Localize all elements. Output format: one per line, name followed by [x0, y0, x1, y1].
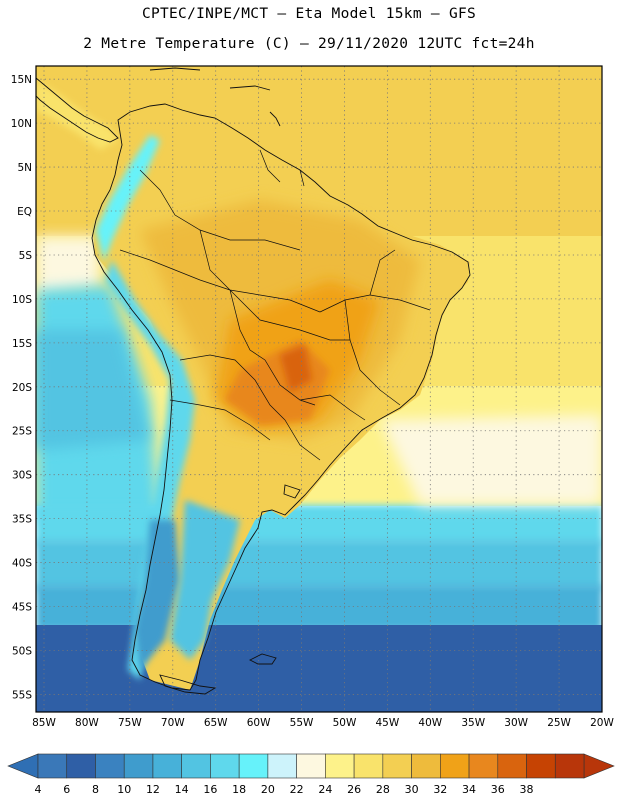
andes-north-cool	[96, 135, 160, 262]
colorbar-swatch	[238, 753, 269, 779]
lagoa-dos-patos	[283, 484, 301, 499]
map-frame	[35, 65, 603, 713]
longitude-label: 50W	[333, 717, 357, 729]
colorbar-swatch	[440, 753, 470, 779]
atlantic-warm-patch	[380, 415, 602, 505]
map-subtitle: 2 Metre Temperature (C) – 29/11/2020 12U…	[83, 36, 535, 52]
colorbar-tick-label: 36	[491, 783, 505, 796]
ocean-band-south-2	[36, 540, 602, 590]
latitude-label: 45S	[12, 602, 32, 614]
colorbar-swatch	[526, 753, 556, 779]
colorbar-swatch	[37, 753, 68, 779]
colorbar-tick-label: 38	[520, 783, 534, 796]
longitude-label: 40W	[418, 717, 442, 729]
interior-hot-2	[280, 345, 312, 392]
latitude-label: 15N	[11, 74, 32, 86]
temperature-field	[36, 66, 602, 712]
longitude-label: 65W	[204, 717, 228, 729]
colorbar-tick-label: 12	[146, 783, 160, 796]
colorbar-over-arrow	[583, 753, 615, 779]
longitude-label: 80W	[75, 717, 99, 729]
colorbar-swatch	[181, 753, 211, 779]
latitude-label: 5N	[17, 162, 32, 174]
longitude-labels: 85W 80W 75W 70W 65W 60W 55W 50W 45W 40W 35W 30W 25W 2…	[32, 717, 614, 729]
caribbean-islands	[149, 67, 281, 127]
longitude-label: 45W	[376, 717, 400, 729]
longitude-label: 35W	[461, 717, 485, 729]
colorbar-tick-label: 32	[433, 783, 447, 796]
colorbar-swatch	[411, 753, 441, 779]
colorbar-tick-label: 18	[232, 783, 246, 796]
colorbar-swatch	[152, 753, 182, 779]
andes-cool-band	[105, 260, 195, 680]
colorbar-tick-label: 30	[405, 783, 419, 796]
longitude-label: 60W	[247, 717, 271, 729]
falkland-islands	[248, 653, 277, 665]
longitude-label: 75W	[118, 717, 142, 729]
colorbar-swatch	[210, 753, 240, 779]
colorbar-tick-label: 20	[261, 783, 275, 796]
ocean-band-south-1	[36, 505, 602, 545]
ocean-band-south-3	[36, 585, 602, 630]
longitude-label: 85W	[32, 717, 56, 729]
colorbar-swatch	[382, 753, 412, 779]
national-borders	[119, 149, 431, 461]
colorbar-swatch	[66, 753, 96, 779]
longitude-label: 70W	[161, 717, 185, 729]
colorbar-tick-label: 10	[117, 783, 131, 796]
longitude-label: 55W	[290, 717, 314, 729]
map-title: CPTEC/INPE/MCT – Eta Model 15km – GFS	[141, 6, 477, 22]
graticule	[36, 66, 603, 712]
latitude-label: 35S	[12, 514, 32, 526]
colorbar-tick-label: 6	[63, 783, 70, 796]
latitude-labels: 15N 10N 5N EQ 5S 10S 15S 20S 25S 30S 35S 40S 45S 50S 5…	[11, 74, 33, 701]
colorbar-swatch	[123, 753, 154, 779]
latitude-label: 10N	[11, 118, 32, 130]
latitude-label: EQ	[17, 206, 32, 218]
colorbar-tick-label: 8	[92, 783, 99, 796]
colorbar-tick-label: 4	[35, 783, 42, 796]
patagonia-field	[170, 500, 240, 660]
latitude-label: 30S	[12, 470, 32, 482]
colorbar-swatch	[468, 753, 499, 779]
latitude-label: 5S	[19, 250, 33, 262]
south-america-coastline	[91, 103, 471, 691]
tierra-del-fuego	[159, 674, 217, 695]
longitude-label: 25W	[547, 717, 571, 729]
central-america-coast	[36, 77, 119, 143]
temperature-colorbar: 4 6 8 10 12 14 16 18 20 22 24 26 28 30 32 34 36 38	[7, 753, 615, 796]
pacific-cool-3	[36, 330, 150, 450]
colorbar-tick-label: 26	[347, 783, 361, 796]
latitude-label: 40S	[12, 558, 32, 570]
andes-south-cold	[135, 520, 180, 670]
latitude-label: 50S	[12, 645, 32, 657]
colorbar-tick-label: 34	[462, 783, 476, 796]
ocean-band-south-4	[36, 625, 602, 712]
colorbar-swatch	[353, 753, 384, 779]
colorbar-swatch	[325, 753, 355, 779]
latitude-label: 15S	[12, 338, 32, 350]
colorbar-under-arrow	[7, 753, 39, 779]
central-america-field	[36, 80, 118, 150]
latitude-label: 25S	[12, 426, 32, 438]
colorbar-tick-label: 22	[290, 783, 304, 796]
colorbar-swatch	[267, 753, 297, 779]
longitude-label: 30W	[504, 717, 528, 729]
colorbar-swatch	[95, 753, 125, 779]
colorbar-swatch	[554, 753, 585, 779]
colorbar-tick-label: 14	[175, 783, 189, 796]
latitude-label: 20S	[12, 382, 32, 394]
colorbar-swatch	[296, 753, 326, 779]
latitude-label: 10S	[12, 294, 32, 306]
colorbar-swatch	[497, 753, 527, 779]
pacific-cool-1	[36, 236, 100, 300]
latitude-label: 55S	[12, 689, 32, 701]
colorbar-tick-label: 28	[376, 783, 390, 796]
coastlines-borders	[36, 67, 471, 695]
colorbar-tick-label: 16	[203, 783, 217, 796]
colorbar-tick-label: 24	[318, 783, 332, 796]
longitude-label: 20W	[590, 717, 614, 729]
